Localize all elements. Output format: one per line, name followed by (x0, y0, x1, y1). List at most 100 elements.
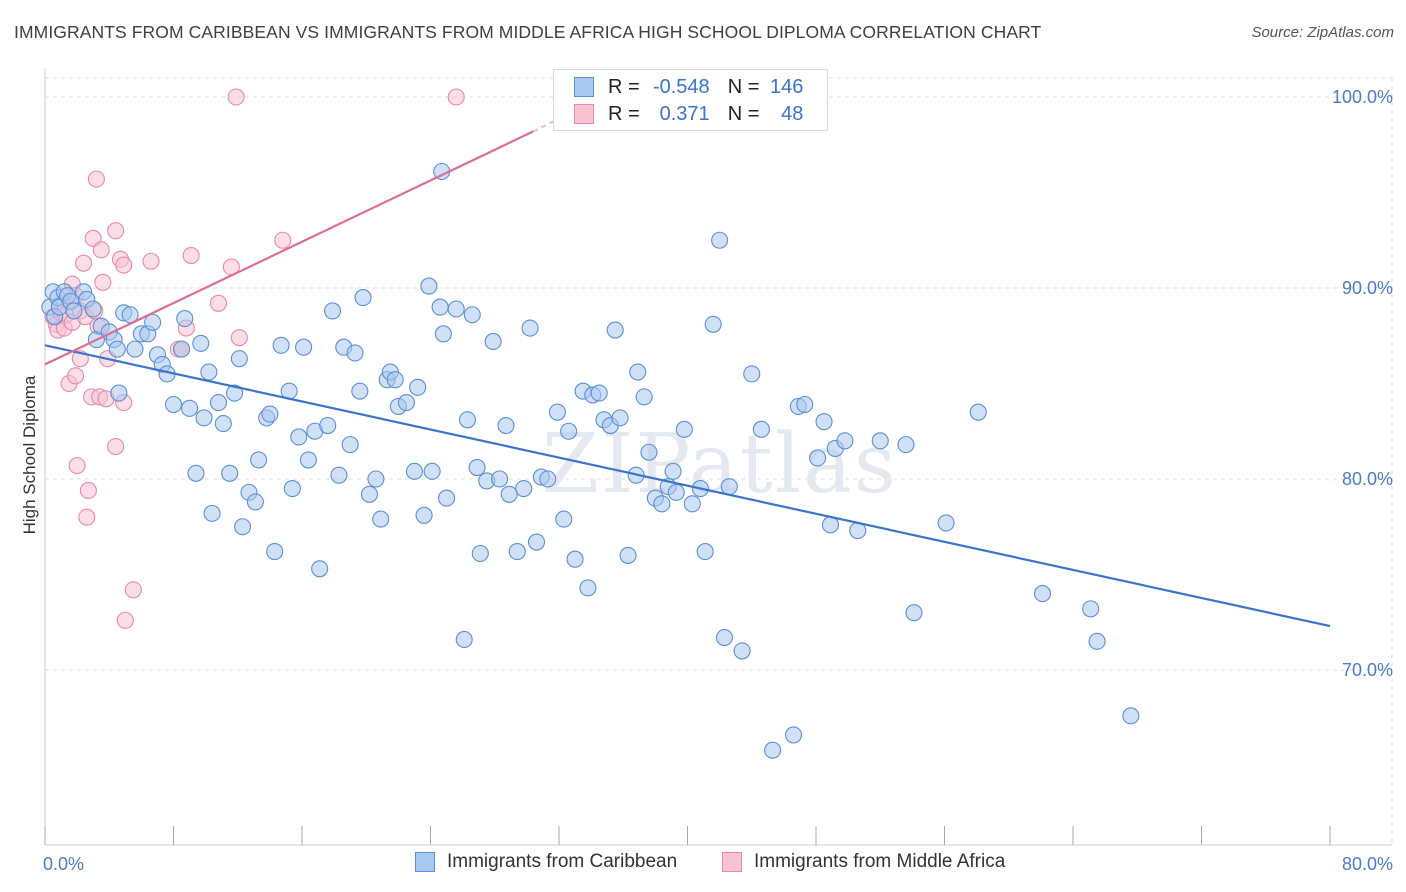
caribbean-point (367, 470, 385, 488)
middle-africa-point (87, 170, 105, 188)
caribbean-point (905, 604, 923, 622)
middle-africa-point (78, 508, 96, 526)
caribbean-point (667, 483, 685, 501)
caribbean-point (784, 726, 803, 744)
caribbean-point (423, 462, 441, 480)
legend-n-label: N = (727, 75, 760, 98)
legend-swatch-caribbean (574, 77, 594, 97)
watermark: ZIPatlas (542, 417, 898, 512)
caribbean-point (144, 313, 162, 331)
caribbean-point (836, 432, 854, 450)
caribbean-point (455, 630, 473, 648)
caribbean-point (664, 462, 682, 480)
middle-africa-point (124, 581, 142, 599)
caribbean-point (214, 415, 232, 433)
bottom-legend-caribbean: Immigrants from Caribbean (415, 851, 677, 873)
caribbean-point (283, 479, 301, 498)
caribbean-point (311, 560, 329, 578)
caribbean-point (290, 428, 308, 446)
middle-africa-point (68, 457, 86, 475)
caribbean-point (187, 464, 205, 482)
caribbean-point (1088, 632, 1106, 650)
plot-axes (44, 68, 1392, 846)
caribbean-point (696, 543, 714, 561)
caribbean-point (683, 495, 701, 513)
caribbean-point (743, 365, 761, 383)
caribbean-point (434, 325, 452, 343)
caribbean-point (752, 420, 770, 438)
caribbean-point (1082, 600, 1100, 618)
caribbean-point (397, 394, 415, 412)
caribbean-point (468, 458, 486, 477)
legend-r-label: R = (608, 75, 640, 98)
caribbean-point (611, 409, 629, 427)
trend-line-caribbean (44, 344, 1331, 628)
caribbean-point (409, 378, 427, 396)
chart-title: IMMIGRANTS FROM CARIBBEAN VS IMMIGRANTS … (14, 22, 1042, 42)
legend-r-value-middle-africa: 0.371 (659, 102, 710, 125)
caribbean-point (346, 344, 364, 362)
caribbean-point (246, 493, 264, 511)
caribbean-point (619, 546, 637, 564)
middle-africa-point (107, 437, 125, 456)
caribbean-point (299, 451, 317, 469)
caribbean-point (937, 514, 955, 532)
legend-r-value-caribbean: -0.548 (652, 75, 710, 98)
legend-r-label: R = (608, 102, 640, 125)
caribbean-point (635, 388, 653, 406)
caribbean-point (471, 544, 489, 563)
y-tick-label: 90.0% (1342, 278, 1393, 298)
caribbean-point (566, 550, 584, 568)
caribbean-point (458, 411, 476, 429)
caribbean-point (360, 485, 379, 503)
legend-n-value-middle-africa: 48 (781, 102, 804, 125)
legend-row-caribbean: R = -0.548 N = 146 (574, 74, 803, 100)
caribbean-point (796, 395, 814, 414)
series-caribbean-points (41, 162, 1140, 759)
caribbean-point (110, 384, 128, 402)
middle-africa-point (107, 222, 125, 240)
x-tick-label: 80.0% (1342, 854, 1393, 874)
caribbean-point (715, 628, 733, 647)
caribbean-point (871, 432, 889, 450)
y-tick-label: 70.0% (1342, 660, 1393, 680)
caribbean-point (539, 470, 557, 488)
legend-n-label: N = (727, 102, 760, 125)
caribbean-point (491, 470, 509, 488)
caribbean-point (711, 231, 729, 249)
y-tick-label: 100.0% (1332, 87, 1393, 107)
stats-legend: R = -0.548 N = 146 R = 0.371 N = 48 (553, 69, 828, 131)
caribbean-point (203, 504, 221, 522)
middle-africa-point (79, 481, 97, 500)
caribbean-point (200, 363, 218, 381)
x-tick-labels: 0.0% 80.0% (43, 854, 1393, 874)
legend-row-middle-africa: R = 0.371 N = 48 (574, 101, 803, 127)
caribbean-point (250, 451, 268, 469)
caribbean-point (720, 478, 738, 496)
caribbean-point (351, 382, 369, 400)
caribbean-point (386, 371, 404, 389)
caribbean-point (560, 422, 578, 440)
caribbean-point (484, 332, 502, 351)
trend-line-middle-africa (44, 130, 534, 366)
caribbean-point (1033, 585, 1052, 603)
middle-africa-point (274, 231, 292, 249)
caribbean-point (172, 340, 191, 358)
middle-africa-point (92, 241, 110, 259)
bottom-legend-label-middle-africa: Immigrants from Middle Africa (754, 851, 1006, 872)
caribbean-point (1122, 707, 1140, 725)
caribbean-point (500, 485, 518, 503)
caribbean-point (420, 277, 438, 295)
bottom-legend-label-caribbean: Immigrants from Caribbean (447, 851, 678, 872)
caribbean-point (764, 741, 782, 759)
caribbean-point (221, 464, 239, 482)
caribbean-point (521, 319, 539, 337)
y-tick-label: 80.0% (1342, 469, 1393, 489)
caribbean-point (431, 298, 449, 316)
caribbean-point (548, 403, 566, 421)
caribbean-point (372, 510, 390, 528)
caribbean-point (415, 506, 433, 524)
caribbean-point (675, 420, 693, 438)
middle-africa-point (447, 88, 465, 106)
